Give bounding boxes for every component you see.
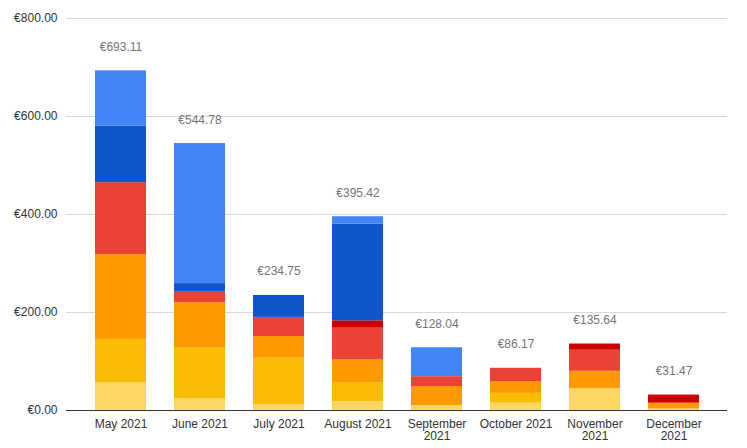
svg-text:€544.78: €544.78: [178, 113, 222, 127]
svg-text:May 2021: May 2021: [95, 417, 148, 431]
svg-text:€135.64: €135.64: [573, 313, 617, 327]
svg-text:€693.11: €693.11: [100, 40, 143, 54]
svg-text:November2021: November2021: [567, 417, 622, 443]
svg-text:August 2021: August 2021: [324, 417, 392, 431]
svg-text:June 2021: June 2021: [172, 417, 228, 431]
svg-text:December2021: December2021: [646, 417, 701, 443]
svg-text:€31.47: €31.47: [656, 364, 693, 378]
svg-text:€86.17: €86.17: [498, 337, 535, 351]
svg-text:€200.00: €200.00: [14, 305, 58, 319]
svg-text:€395.42: €395.42: [336, 186, 380, 200]
svg-text:July 2021: July 2021: [253, 417, 305, 431]
svg-text:€400.00: €400.00: [14, 207, 58, 221]
svg-text:€800.00: €800.00: [14, 11, 58, 25]
svg-text:€600.00: €600.00: [14, 109, 58, 123]
svg-text:October 2021: October 2021: [480, 417, 553, 431]
svg-text:€0.00: €0.00: [27, 403, 57, 417]
svg-text:€128.04: €128.04: [415, 317, 459, 331]
svg-text:€234.75: €234.75: [257, 264, 301, 278]
svg-text:September2021: September2021: [408, 417, 467, 443]
